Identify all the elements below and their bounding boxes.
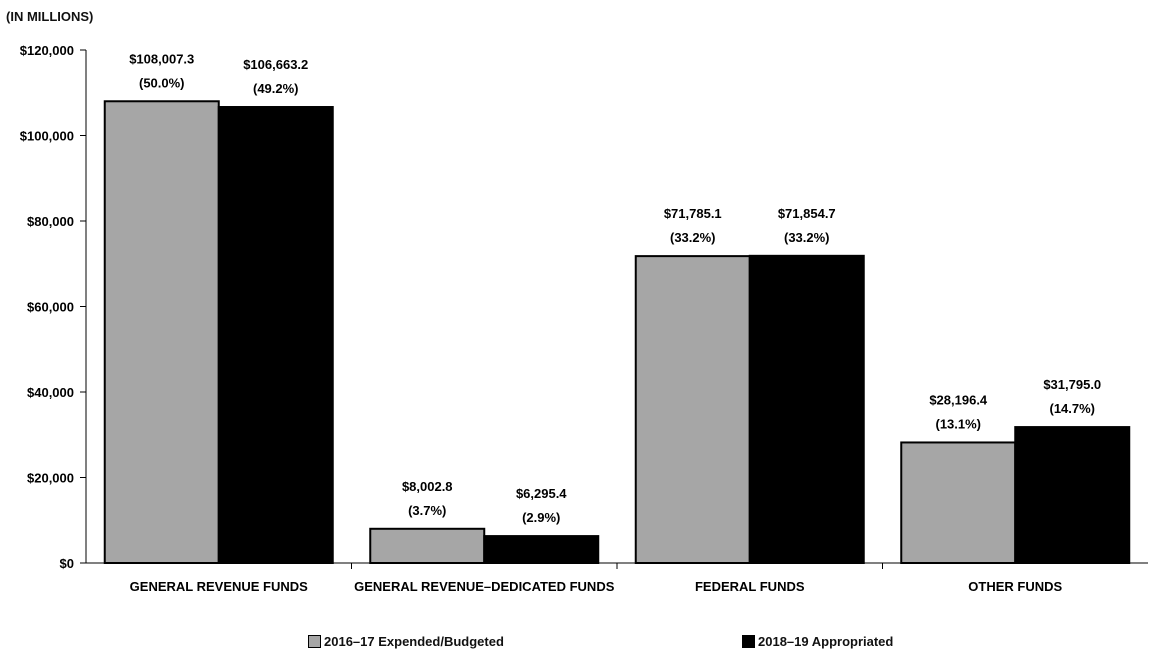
data-label-percent: (33.2%) bbox=[784, 230, 830, 245]
data-label-value: $71,854.7 bbox=[778, 206, 836, 221]
bar bbox=[217, 106, 334, 564]
legend-swatch-1 bbox=[742, 635, 755, 648]
x-tick-label: FEDERAL FUNDS bbox=[695, 579, 805, 594]
axes: $0 $20,000 $40,000 $60,000 $80,000 $100,000 $1… bbox=[20, 43, 1148, 594]
bar bbox=[1014, 426, 1131, 565]
bar bbox=[369, 527, 486, 564]
data-label-percent: (2.9%) bbox=[522, 510, 560, 525]
x-tick-label: OTHER FUNDS bbox=[968, 579, 1062, 594]
legend-label-0: 2016–17 Expended/Budgeted bbox=[324, 634, 504, 649]
data-label-value: $8,002.8 bbox=[402, 479, 453, 494]
data-label-value: $106,663.2 bbox=[243, 57, 308, 72]
data-labels: $108,007.3 (50.0%) $106,663.2 (49.2%) $8,002… bbox=[129, 51, 1101, 525]
y-tick-label: $0 bbox=[60, 556, 74, 571]
y-tick-label: $60,000 bbox=[27, 300, 74, 315]
data-label-value: $71,785.1 bbox=[664, 206, 722, 221]
y-tick-label: $20,000 bbox=[27, 471, 74, 486]
data-label-percent: (14.7%) bbox=[1049, 401, 1095, 416]
legend-swatch-0 bbox=[308, 635, 321, 648]
legend-item-1: 2018–19 Appropriated bbox=[742, 634, 893, 649]
bar bbox=[103, 100, 220, 564]
data-label-percent: (3.7%) bbox=[408, 503, 446, 518]
data-label-value: $28,196.4 bbox=[929, 392, 988, 407]
unit-label: (IN MILLIONS) bbox=[6, 9, 94, 24]
data-label-percent: (33.2%) bbox=[670, 230, 716, 245]
bar bbox=[634, 255, 751, 564]
data-label-value: $6,295.4 bbox=[516, 486, 567, 501]
bar bbox=[483, 535, 600, 564]
data-label-percent: (49.2%) bbox=[253, 81, 299, 96]
legend-label-1: 2018–19 Appropriated bbox=[758, 634, 894, 649]
y-tick-label: $80,000 bbox=[27, 214, 74, 229]
legend-item-0: 2016–17 Expended/Budgeted bbox=[308, 634, 504, 649]
bar bbox=[748, 254, 865, 564]
data-label-percent: (13.1%) bbox=[935, 416, 981, 431]
y-tick-label: $120,000 bbox=[20, 43, 74, 58]
data-label-value: $31,795.0 bbox=[1043, 377, 1101, 392]
y-tick-label: $100,000 bbox=[20, 129, 74, 144]
y-tick-label: $40,000 bbox=[27, 385, 74, 400]
x-tick-label: GENERAL REVENUE FUNDS bbox=[130, 579, 309, 594]
bars bbox=[103, 100, 1131, 565]
data-label-value: $108,007.3 bbox=[129, 51, 194, 66]
x-tick-label: GENERAL REVENUE–DEDICATED FUNDS bbox=[354, 579, 615, 594]
bar bbox=[900, 441, 1017, 564]
data-label-percent: (50.0%) bbox=[139, 75, 185, 90]
